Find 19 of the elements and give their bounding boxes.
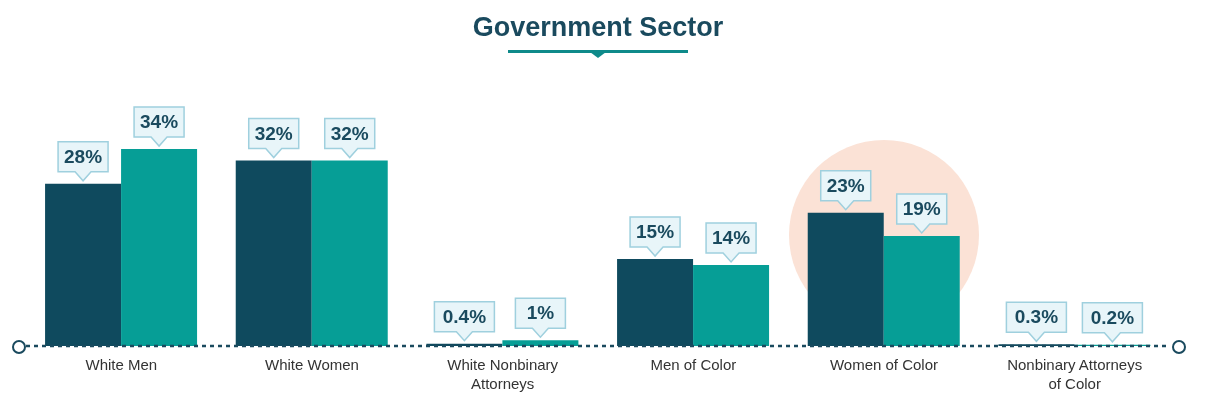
data-label: 0.2% — [1090, 306, 1135, 328]
data-label: 23% — [826, 174, 865, 196]
x-tick-label: White Nonbinary Attorneys — [447, 356, 559, 392]
data-label: 15% — [636, 221, 675, 243]
data-label: 32% — [330, 122, 369, 144]
data-label: 14% — [712, 226, 751, 248]
x-tick-label: White Women — [265, 356, 359, 373]
x-tick-label: Women of Color — [829, 356, 939, 373]
chart-title: Government Sector — [472, 11, 724, 43]
x-tick-label: Nonbinary Attorneys of Color — [1007, 356, 1143, 392]
data-label: 34% — [140, 111, 179, 132]
data-label: 32% — [254, 122, 293, 144]
x-tick-label: White Men — [85, 356, 158, 373]
data-label: 0.4% — [442, 305, 487, 327]
data-label: 0.3% — [1014, 306, 1059, 328]
x-tick-label: Men of Color — [650, 356, 737, 373]
data-label: 19% — [902, 197, 941, 219]
data-label: 1% — [526, 302, 555, 324]
data-label: 28% — [64, 145, 103, 167]
